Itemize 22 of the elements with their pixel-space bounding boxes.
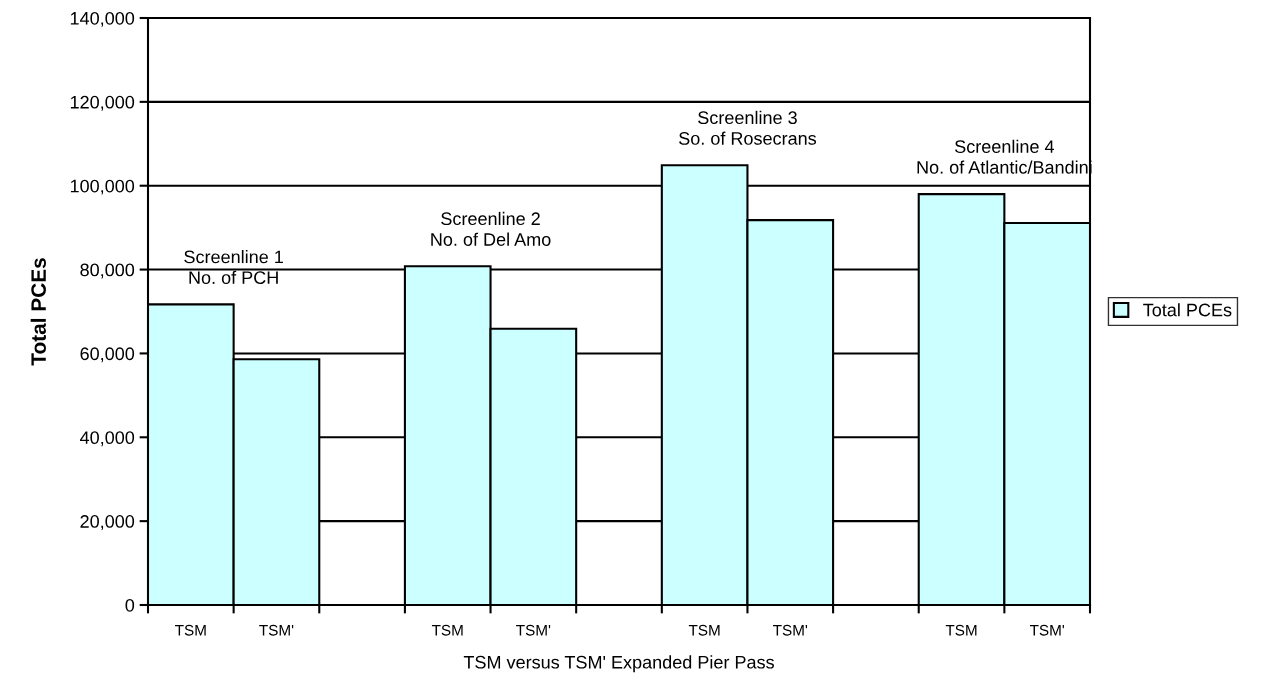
- x-tick-label: TSM': [773, 624, 808, 636]
- y-tick-label: 120,000: [70, 95, 135, 111]
- y-tick-label: 60,000: [80, 347, 135, 363]
- x-axis-title: TSM versus TSM' Expanded Pier Pass: [463, 655, 774, 673]
- y-tick-label: 40,000: [80, 431, 135, 447]
- x-tick-label: TSM': [516, 624, 551, 636]
- y-tick-label: 80,000: [80, 263, 135, 279]
- x-tick-label: TSM: [431, 624, 463, 636]
- x-tick-label: TSM: [688, 624, 720, 636]
- x-tick-label: TSM': [1029, 624, 1064, 636]
- y-tick-label: 0: [125, 598, 135, 612]
- x-tick-label: TSM': [259, 624, 294, 636]
- legend-label: Total PCEs: [1143, 303, 1232, 317]
- annotation: Screenline 3 So. of Rosecrans: [679, 110, 817, 145]
- y-tick-label: 140,000: [70, 11, 135, 27]
- y-tick-label: 100,000: [70, 179, 135, 195]
- annotation: Screenline 2 No. of Del Amo: [431, 211, 551, 246]
- y-axis-title: Total PCEs: [30, 258, 46, 366]
- annotation: Screenline 1 No. of PCH: [184, 250, 283, 285]
- x-tick-label: TSM: [175, 624, 206, 636]
- x-tick-label: TSM: [945, 624, 977, 636]
- y-tick-label: 20,000: [80, 515, 135, 530]
